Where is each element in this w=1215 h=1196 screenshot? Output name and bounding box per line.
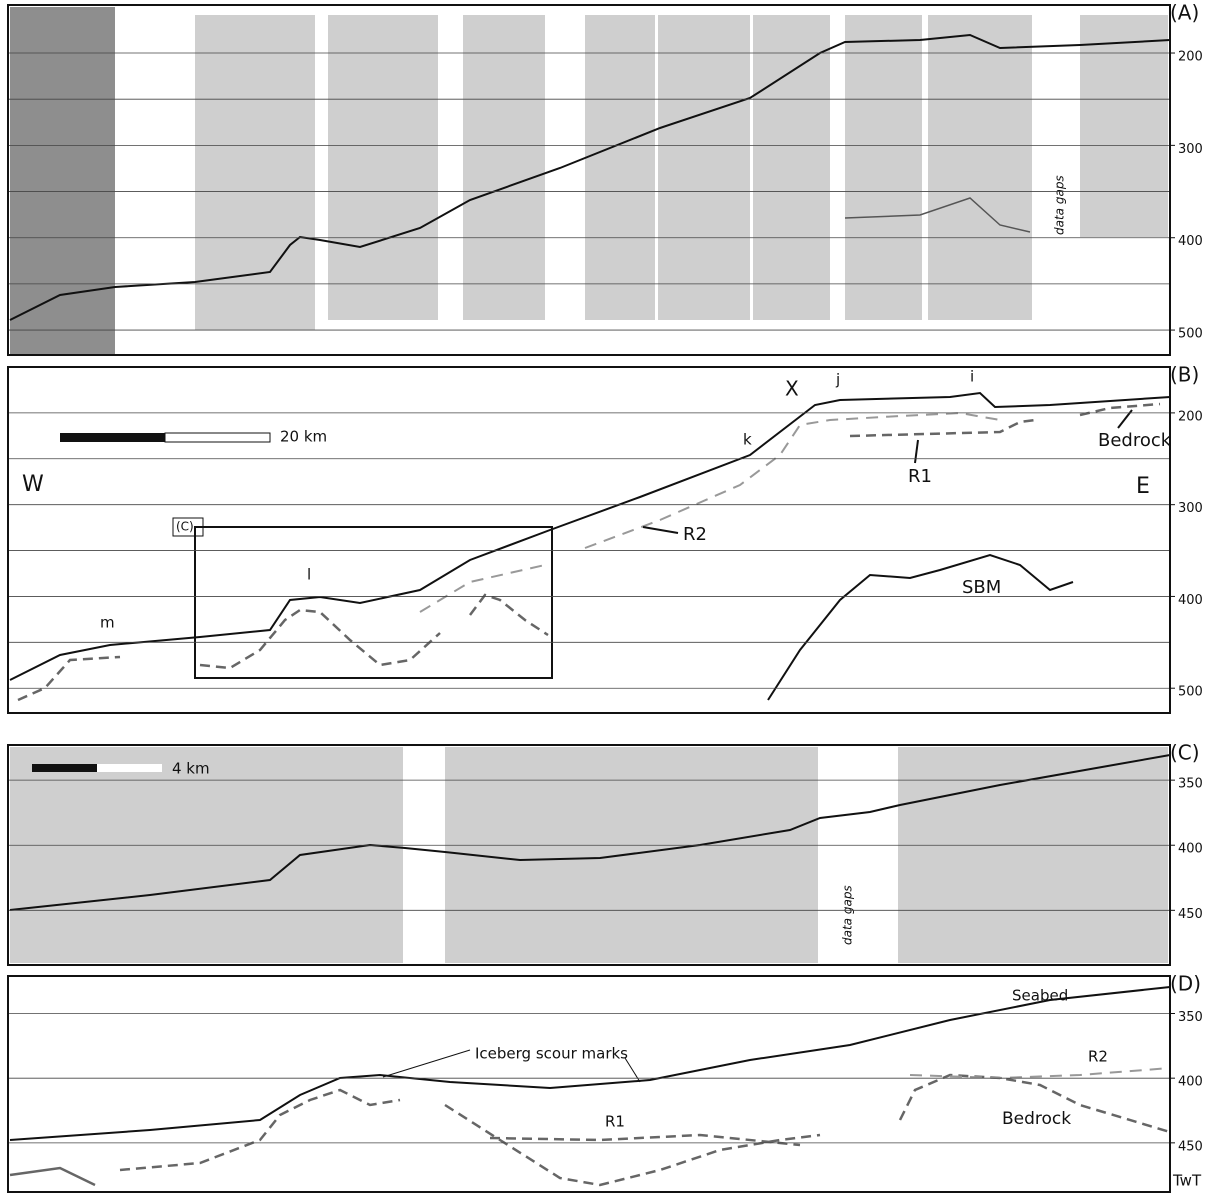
panel-label: (B): [1170, 363, 1199, 387]
y-tick-label: 300: [1178, 142, 1203, 157]
y-tick-label: 400: [1178, 1075, 1203, 1090]
annotation: data gaps: [1053, 175, 1067, 235]
annotation: m: [100, 614, 115, 632]
reflector: [444, 1103, 821, 1187]
annotation: j: [835, 371, 840, 389]
annotation: W: [22, 472, 44, 497]
annotation: SBM: [962, 577, 1001, 598]
seismic-images: [195, 15, 1168, 330]
scale-bar: [32, 764, 97, 772]
y-tick-label: 350: [1178, 777, 1203, 792]
y-tick-label: 200: [1178, 409, 1203, 424]
panel-frame: [7, 366, 1171, 714]
panel-label: (D): [1170, 972, 1201, 996]
annotation: data gaps: [841, 885, 855, 945]
annotation: l: [307, 566, 311, 584]
panel-label: (C): [1170, 741, 1200, 765]
reflector: [9, 1166, 96, 1187]
reflector: [119, 1088, 401, 1172]
reflector: [17, 655, 121, 702]
y-tick-label: 400: [1178, 593, 1203, 608]
leader: [382, 1049, 471, 1078]
scale-bar: [97, 764, 162, 772]
y-tick-label: 500: [1178, 685, 1203, 700]
reflector: [909, 1067, 1171, 1080]
seismic-image: [10, 747, 403, 963]
annotation: Bedrock: [1098, 430, 1172, 451]
seismic-image: [195, 15, 315, 330]
annotation: E: [1136, 474, 1150, 499]
panel-frame: [7, 975, 1171, 1193]
annotation: 20 km: [280, 428, 327, 446]
annotation: R1: [605, 1113, 625, 1131]
panel-label: (A): [1170, 1, 1199, 25]
seismic-images: [10, 747, 1168, 963]
reflector: [1079, 402, 1161, 417]
seabed: [9, 33, 1171, 321]
y-tick-label: 450: [1178, 1139, 1203, 1154]
annotation: (C): [176, 520, 194, 534]
y-tick-label: 200: [1178, 50, 1203, 65]
panel-frame: [7, 4, 1171, 356]
annotation: Seabed: [1012, 987, 1068, 1005]
seismic-image: [845, 15, 922, 320]
y-tick-label: 450: [1178, 907, 1203, 922]
annotation: TwT: [1172, 1172, 1202, 1190]
scale-bar: [60, 433, 165, 442]
reflector: [584, 411, 1001, 549]
panel-frame: [7, 744, 1171, 966]
leader: [914, 439, 919, 464]
seismic-image: [1080, 15, 1168, 237]
seismic-image: [445, 747, 818, 963]
seismic-image: [10, 7, 115, 354]
y-tick-label: 350: [1178, 1010, 1203, 1025]
seismic-image: [898, 747, 1168, 963]
reflector: [199, 608, 441, 670]
annotation: R1: [908, 466, 932, 487]
seismic-image: [928, 15, 1032, 320]
leader: [642, 526, 679, 534]
y-tick-label: 500: [1178, 327, 1203, 342]
y-tick-label: 400: [1178, 842, 1203, 857]
annotation: 4 km: [172, 760, 210, 778]
annotation: i: [970, 368, 974, 386]
annotation: R2: [683, 524, 707, 545]
reflector: [469, 593, 549, 637]
reflector: [489, 1133, 801, 1147]
annotation: R2: [1088, 1048, 1108, 1066]
seismic-image: [585, 15, 655, 320]
sbm-outline: [767, 553, 1074, 701]
annotation: k: [743, 431, 752, 449]
seismic-image: [753, 15, 830, 320]
annotation: Bedrock: [1002, 1109, 1071, 1129]
reflector: [844, 197, 1031, 233]
seismic-image: [658, 15, 750, 320]
reflector: [419, 564, 546, 613]
seismic-image: [328, 15, 438, 320]
y-tick-label: 300: [1178, 501, 1203, 516]
y-tick-label: 400: [1178, 234, 1203, 249]
annotation: X: [785, 377, 799, 401]
seismic-image: [463, 15, 545, 320]
reflector: [849, 418, 1036, 438]
seabed: [9, 391, 1171, 681]
seabed: [9, 754, 1171, 911]
annotation: Iceberg scour marks: [475, 1045, 628, 1063]
seabed: [9, 986, 1171, 1141]
scale-bar: [164, 432, 271, 443]
